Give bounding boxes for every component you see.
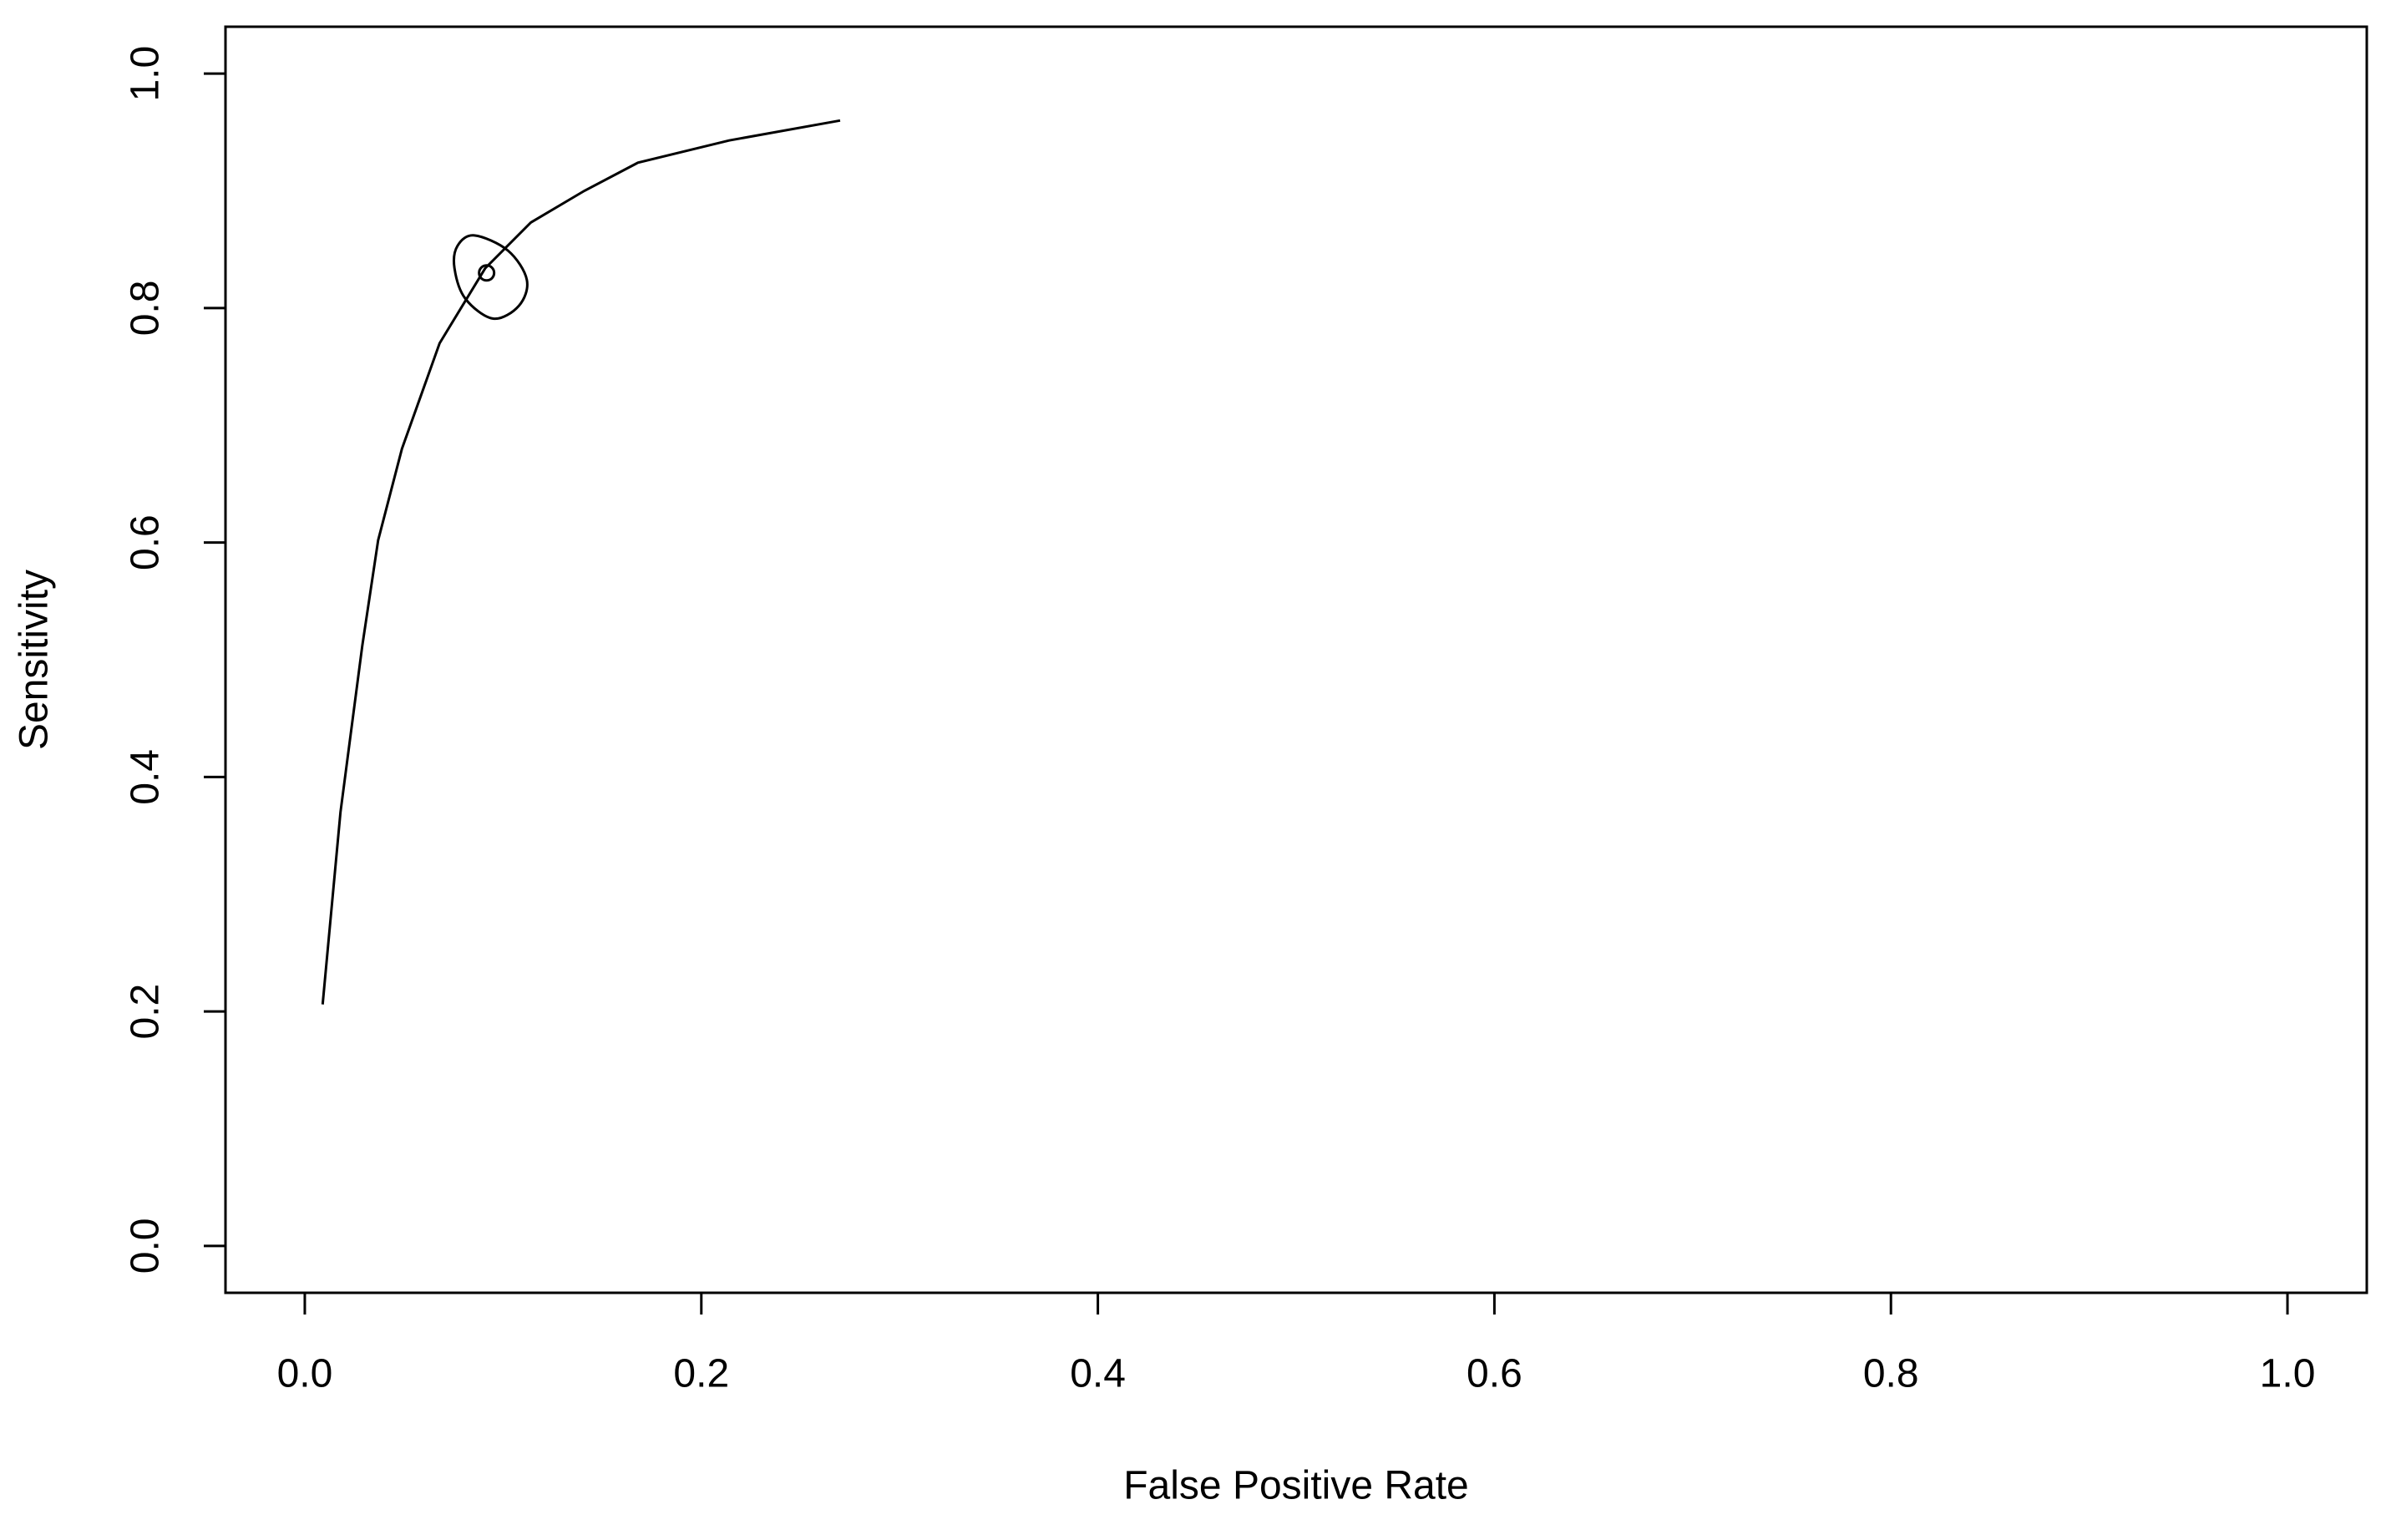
y-tick-label: 0.8 bbox=[124, 281, 168, 337]
x-tick-label: 0.6 bbox=[1467, 1352, 1522, 1396]
y-tick-label: 0.6 bbox=[124, 514, 168, 570]
x-tick-label: 0.0 bbox=[277, 1352, 333, 1396]
x-tick-label: 0.8 bbox=[1863, 1352, 1919, 1396]
summary-point bbox=[478, 264, 496, 282]
confidence-region bbox=[453, 234, 529, 321]
plot-box bbox=[224, 25, 2368, 1294]
y-tick-label: 0.2 bbox=[124, 984, 168, 1040]
y-tick-label: 0.4 bbox=[124, 749, 168, 805]
x-tick-label: 1.0 bbox=[2260, 1352, 2316, 1396]
x-tick-label: 0.4 bbox=[1070, 1352, 1126, 1396]
y-axis-title: Sensitivity bbox=[13, 570, 57, 750]
y-tick-label: 1.0 bbox=[124, 46, 168, 102]
x-tick-label: 0.2 bbox=[673, 1352, 729, 1396]
sroc-curve bbox=[321, 119, 841, 1005]
x-axis-title: False Positive Rate bbox=[1123, 1464, 1469, 1508]
y-tick-label: 0.0 bbox=[124, 1218, 168, 1274]
